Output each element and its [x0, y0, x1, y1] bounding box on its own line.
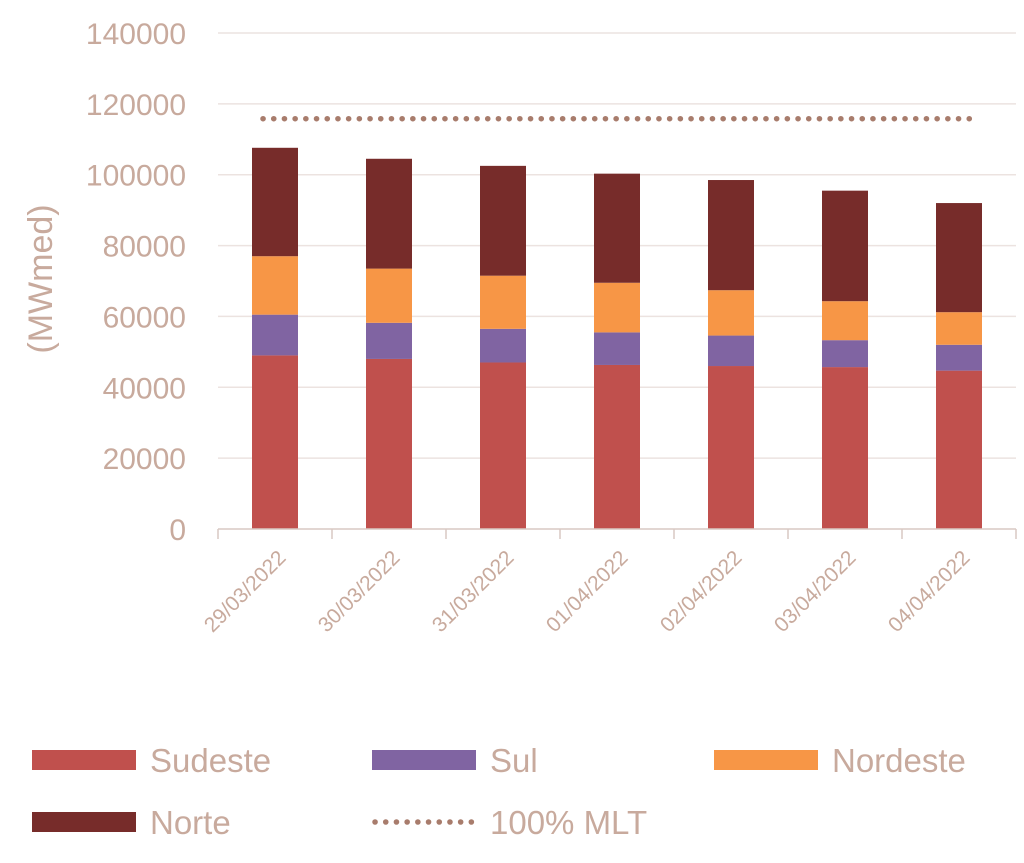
x-tick-label: 01/04/2022 — [542, 546, 633, 637]
bar-nordeste-0 — [252, 256, 298, 315]
bar-sudeste-3 — [594, 364, 640, 529]
bar-sudeste-2 — [480, 362, 526, 529]
legend-label-sudeste: Sudeste — [150, 742, 271, 779]
y-tick-label: 100000 — [86, 160, 186, 193]
bar-nordeste-3 — [594, 282, 640, 333]
legend-label-norte: Norte — [150, 804, 231, 841]
legend-label-sul: Sul — [490, 742, 538, 779]
x-tick-label: 29/03/2022 — [200, 546, 291, 637]
y-tick-label: 60000 — [103, 301, 186, 334]
legend-label-100-mlt: 100% MLT — [490, 804, 647, 841]
bar-norte-0 — [252, 147, 298, 257]
bar-norte-4 — [708, 180, 754, 291]
bar-sul-0 — [252, 314, 298, 356]
y-tick-label: 140000 — [86, 18, 186, 51]
y-tick-label: 80000 — [103, 231, 186, 264]
bar-nordeste-4 — [708, 290, 754, 336]
bar-nordeste-5 — [822, 301, 868, 341]
bars — [252, 147, 982, 529]
legend: Sudeste Sul Nordeste Norte 100% MLT — [32, 742, 966, 841]
bar-nordeste-6 — [936, 312, 982, 345]
y-axis-label: (MWmed) — [22, 204, 60, 353]
bar-sul-6 — [936, 344, 982, 371]
bar-sul-4 — [708, 335, 754, 367]
bar-norte-1 — [366, 158, 412, 269]
bar-sudeste-4 — [708, 366, 754, 529]
x-tick-label: 03/04/2022 — [770, 546, 861, 637]
legend-swatch-nordeste — [714, 750, 818, 770]
bar-sudeste-1 — [366, 358, 412, 529]
bar-norte-6 — [936, 203, 982, 313]
y-tick-label: 20000 — [103, 443, 186, 476]
bar-sudeste-5 — [822, 367, 868, 529]
axes: 0 20000 40000 60000 80000 100000 120000 140000 2… — [86, 18, 1017, 637]
bar-sudeste-6 — [936, 370, 982, 529]
y-tick-label: 120000 — [86, 89, 186, 122]
bar-norte-3 — [594, 173, 640, 283]
bar-sul-5 — [822, 340, 868, 368]
y-tick-label: 40000 — [103, 372, 186, 405]
bar-norte-5 — [822, 190, 868, 302]
bar-nordeste-2 — [480, 275, 526, 329]
bar-nordeste-1 — [366, 268, 412, 323]
bar-sul-2 — [480, 328, 526, 363]
x-tick-label: 02/04/2022 — [656, 546, 747, 637]
legend-swatch-sul — [372, 750, 476, 770]
x-tick-label: 04/04/2022 — [884, 546, 975, 637]
bar-sudeste-0 — [252, 355, 298, 529]
bar-norte-2 — [480, 165, 526, 276]
x-tick-label: 31/03/2022 — [428, 546, 519, 637]
x-tick-label: 30/03/2022 — [314, 546, 405, 637]
legend-label-nordeste: Nordeste — [832, 742, 966, 779]
legend-swatch-sudeste — [32, 750, 136, 770]
bar-sul-1 — [366, 322, 412, 359]
legend-swatch-norte — [32, 812, 136, 832]
bar-sul-3 — [594, 332, 640, 365]
y-tick-label: 0 — [169, 514, 186, 547]
